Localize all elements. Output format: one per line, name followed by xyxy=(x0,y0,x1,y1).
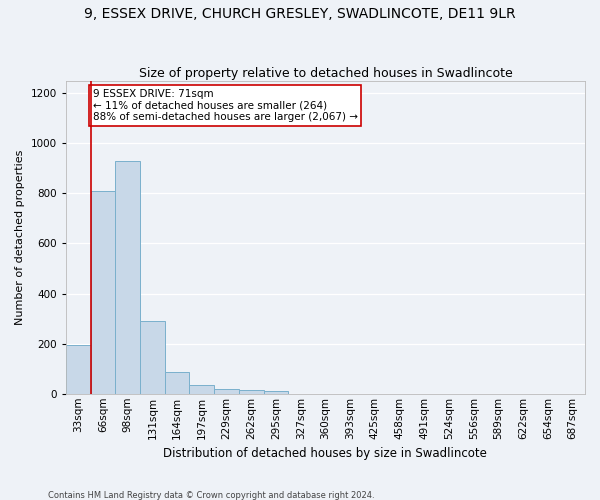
Bar xyxy=(115,161,140,394)
Bar xyxy=(66,345,91,394)
Bar xyxy=(239,390,263,394)
X-axis label: Distribution of detached houses by size in Swadlincote: Distribution of detached houses by size … xyxy=(163,447,487,460)
Y-axis label: Number of detached properties: Number of detached properties xyxy=(15,150,25,325)
Bar xyxy=(263,392,289,394)
Bar xyxy=(190,385,214,394)
Text: 9, ESSEX DRIVE, CHURCH GRESLEY, SWADLINCOTE, DE11 9LR: 9, ESSEX DRIVE, CHURCH GRESLEY, SWADLINC… xyxy=(84,8,516,22)
Bar xyxy=(140,321,165,394)
Bar xyxy=(91,191,115,394)
Text: Contains HM Land Registry data © Crown copyright and database right 2024.: Contains HM Land Registry data © Crown c… xyxy=(48,490,374,500)
Bar xyxy=(165,372,190,394)
Bar xyxy=(214,389,239,394)
Title: Size of property relative to detached houses in Swadlincote: Size of property relative to detached ho… xyxy=(139,66,512,80)
Text: 9 ESSEX DRIVE: 71sqm
← 11% of detached houses are smaller (264)
88% of semi-deta: 9 ESSEX DRIVE: 71sqm ← 11% of detached h… xyxy=(92,89,358,122)
